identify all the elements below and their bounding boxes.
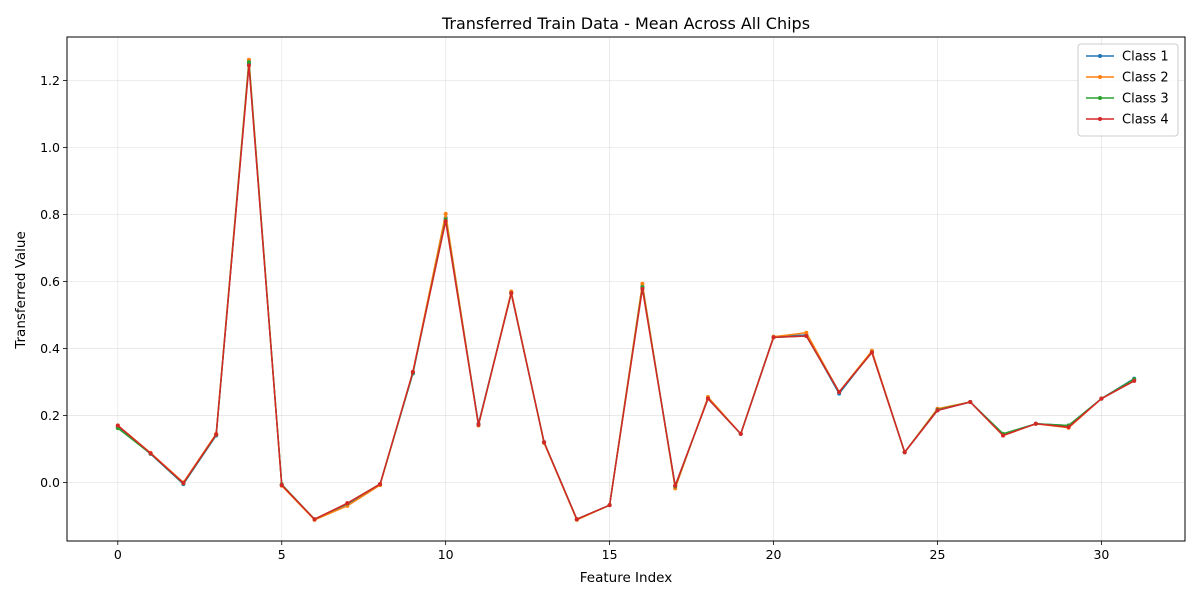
data-point	[1001, 433, 1006, 438]
x-tick-label: 10	[438, 547, 454, 562]
data-point	[345, 501, 350, 506]
data-point	[837, 389, 842, 394]
y-tick-label: 1.0	[40, 140, 60, 155]
data-point	[378, 482, 383, 487]
data-point	[476, 422, 481, 427]
data-point	[181, 481, 186, 486]
data-point	[1099, 396, 1104, 401]
data-point	[574, 517, 579, 522]
data-point	[312, 517, 317, 522]
data-point	[869, 350, 874, 355]
data-point	[1033, 421, 1038, 426]
series-4	[115, 63, 1137, 522]
data-point	[935, 408, 940, 413]
data-point	[246, 60, 251, 65]
data-point	[443, 211, 448, 216]
legend-item: Class 2	[1086, 71, 1169, 86]
data-point	[640, 286, 645, 291]
x-tick-label: 15	[602, 547, 618, 562]
grid	[67, 37, 1185, 541]
legend-label: Class 2	[1122, 71, 1169, 86]
legend-label: Class 1	[1122, 50, 1169, 65]
x-tick-label: 0	[114, 547, 122, 562]
y-tick-label: 0.4	[40, 341, 60, 356]
x-axis-label: Feature Index	[580, 570, 672, 586]
x-tick-label: 25	[930, 547, 946, 562]
chart-title: Transferred Train Data - Mean Across All…	[441, 14, 810, 33]
data-point	[1066, 425, 1071, 430]
data-point	[673, 483, 678, 488]
x-tick-label: 20	[766, 547, 782, 562]
data-point	[1132, 378, 1137, 383]
series-1	[115, 61, 1137, 522]
legend-marker	[1098, 96, 1102, 100]
data-point	[607, 503, 612, 508]
series-line	[117, 63, 1135, 520]
ticks: 0 5 10 15 20 25 30 0.0 0.2 0.4 0.6 0.8 1.0 1.2	[40, 73, 1109, 562]
data-point	[509, 291, 514, 296]
series-line	[117, 61, 1135, 520]
series-layer	[115, 57, 1137, 522]
y-axis-label: Transferred Value	[13, 231, 29, 350]
y-tick-label: 0.8	[40, 207, 60, 222]
data-point	[771, 335, 776, 340]
data-point	[640, 281, 645, 286]
data-point	[148, 451, 153, 456]
data-point	[542, 440, 547, 445]
legend-item: Class 3	[1086, 92, 1169, 107]
y-tick-label: 0.2	[40, 408, 60, 423]
legend-box	[1077, 43, 1179, 137]
legend-marker	[1098, 117, 1102, 121]
x-tick-label: 5	[278, 547, 286, 562]
series-3	[115, 60, 1137, 522]
legend-marker	[1098, 75, 1102, 79]
data-point	[246, 63, 251, 68]
series-2	[115, 57, 1137, 522]
series-line	[117, 64, 1135, 520]
data-point	[443, 219, 448, 224]
y-tick-label: 0.0	[40, 475, 60, 490]
y-tick-label: 1.2	[40, 73, 60, 88]
legend: Class 1 Class 2 Class 3 Class 4	[1077, 43, 1179, 137]
legend-marker	[1098, 54, 1102, 58]
legend-item: Class 4	[1086, 113, 1169, 128]
data-point	[705, 396, 710, 401]
series-line	[117, 59, 1135, 521]
data-point	[738, 431, 743, 436]
data-point	[214, 432, 219, 437]
data-point	[902, 450, 907, 455]
data-point	[804, 330, 809, 335]
y-tick-label: 0.6	[40, 274, 60, 289]
plot-frame	[66, 36, 1186, 542]
x-tick-label: 30	[1093, 547, 1109, 562]
data-point	[968, 400, 973, 405]
data-point	[279, 483, 284, 488]
legend-item: Class 1	[1086, 50, 1169, 65]
data-point	[115, 423, 120, 428]
legend-label: Class 4	[1122, 113, 1169, 128]
data-point	[804, 334, 809, 339]
data-point	[410, 369, 415, 374]
legend-label: Class 3	[1122, 92, 1169, 107]
